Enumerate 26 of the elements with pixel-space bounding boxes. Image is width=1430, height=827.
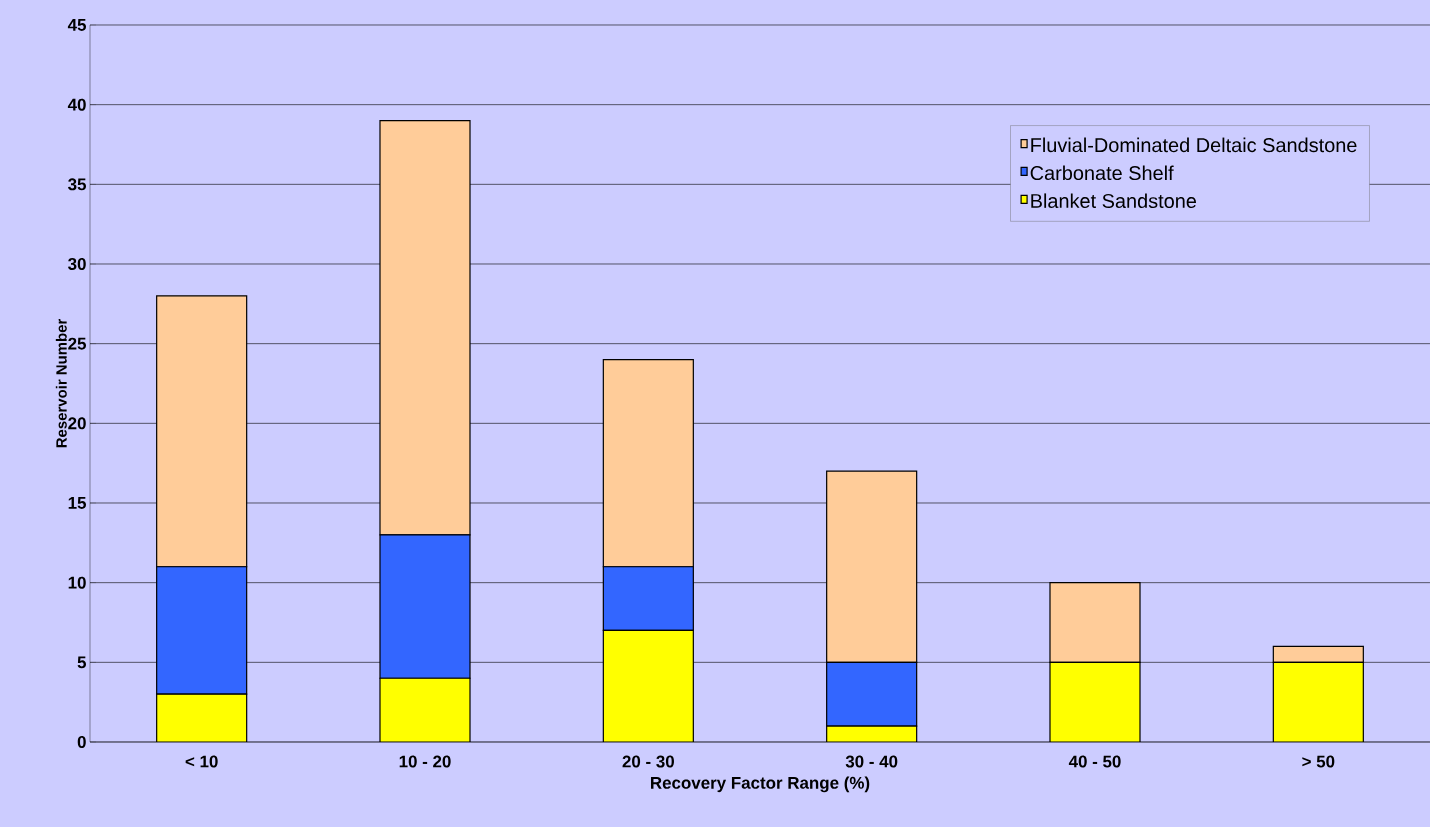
legend-label: Blanket Sandstone [1031,193,1197,209]
bar [1272,661,1364,742]
x-tick-label: 10 - 20 [399,755,451,768]
x-tick-label: 40 - 50 [1068,755,1121,768]
y-tick-label: 40 [67,98,86,111]
y-tick-label: 25 [68,337,87,350]
x-tick-label: < 10 [185,755,218,768]
x-tick-label: > 50 [1302,755,1335,768]
bar [379,677,471,742]
y-axis-title: Reservoir Number [55,318,67,448]
legend-label: Fluvial-Dominated Deltaic Sandstone [1031,137,1357,153]
bar [1049,661,1141,742]
y-tick-label: 20 [68,417,86,430]
bar [156,693,248,742]
y-tick-label: 30 [68,257,86,270]
x-tick-label: 20 - 30 [622,755,674,768]
x-tick-label: 30 - 40 [845,755,898,768]
y-tick-label: 15 [68,497,87,509]
y-tick-label: 35 [68,178,87,191]
y-tick-label: 10 [68,576,86,589]
y-tick-label: 45 [67,19,87,31]
x-axis-title: Recovery Factor Range (%) [651,776,870,793]
y-tick-label: 5 [77,656,87,669]
bar [602,629,694,742]
y-tick-label: 0 [77,736,86,748]
legend-label: Carbonate Shelf [1030,165,1174,181]
